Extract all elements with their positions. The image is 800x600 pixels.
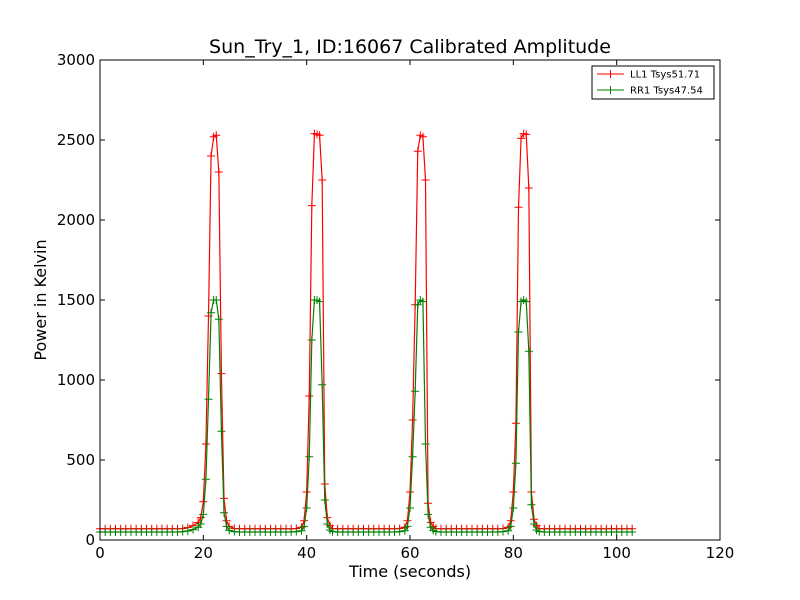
data-point — [524, 184, 533, 192]
data-point — [511, 459, 520, 468]
data-point — [511, 419, 520, 428]
data-point — [214, 315, 223, 324]
series-line — [100, 299, 633, 533]
data-point — [302, 488, 311, 496]
data-point — [214, 168, 223, 176]
data-point — [400, 526, 409, 535]
y-axis-label: Power in Kelvin — [31, 239, 50, 360]
data-point — [315, 131, 324, 140]
data-point — [217, 427, 226, 436]
data-point — [201, 440, 210, 448]
data-point — [403, 522, 412, 531]
data-point — [199, 497, 208, 506]
data-point — [408, 452, 417, 461]
data-point — [418, 132, 427, 141]
legend-marker-rr1 — [606, 86, 615, 94]
data-point — [207, 152, 216, 160]
data-point — [418, 297, 427, 306]
data-point — [499, 527, 507, 536]
series-line — [100, 132, 633, 530]
data-point — [406, 504, 414, 512]
y-tick-label: 2500 — [57, 131, 95, 149]
legend-label-ll1: LL1 Tsys51.71 — [630, 70, 700, 81]
data-point — [504, 526, 513, 535]
legend-label-rr1: RR1 Tsys47.54 — [630, 86, 703, 97]
data-point — [297, 526, 306, 535]
data-point — [305, 392, 314, 400]
data-point — [212, 296, 221, 304]
data-point — [178, 527, 187, 536]
data-point — [517, 134, 526, 143]
data-point — [424, 510, 433, 519]
data-point — [196, 520, 205, 528]
y-tick-label: 2000 — [57, 211, 95, 229]
legend-box — [591, 65, 715, 100]
series-layer — [96, 129, 637, 536]
data-point — [514, 203, 523, 212]
data-point — [207, 308, 216, 317]
legend: LL1 Tsys51.71 RR1 Tsys47.54 — [591, 65, 715, 100]
data-point — [514, 328, 523, 336]
x-tick-label: 80 — [504, 544, 523, 562]
data-point — [318, 176, 327, 184]
data-point — [307, 336, 316, 344]
x-tick-label: 100 — [602, 544, 631, 562]
data-point — [189, 525, 197, 534]
data-point — [315, 297, 324, 306]
data-point — [421, 440, 430, 448]
data-point — [522, 130, 531, 139]
data-point — [509, 488, 518, 496]
data-point — [530, 520, 538, 528]
data-point — [527, 500, 536, 509]
y-tick-label: 1500 — [57, 291, 95, 309]
data-point — [307, 201, 316, 210]
data-point — [522, 297, 531, 306]
x-tick-label: 60 — [400, 544, 419, 562]
data-point — [212, 131, 221, 140]
data-point — [220, 508, 228, 517]
axis-ticks: 0 20 40 60 80 100 120 0 500 1000 1500 2000 2500 3000 — [57, 51, 735, 562]
data-point — [199, 510, 208, 519]
data-point — [305, 452, 314, 461]
x-axis-label: Time (seconds) — [348, 562, 471, 581]
data-point — [411, 387, 420, 396]
data-point — [413, 147, 422, 156]
y-tick-label: 0 — [85, 531, 95, 549]
data-point — [395, 527, 404, 536]
data-point — [183, 527, 192, 536]
data-point — [300, 522, 309, 531]
x-tick-label: 40 — [297, 544, 316, 562]
data-point — [204, 395, 213, 404]
data-point — [201, 475, 210, 484]
series-1 — [96, 296, 637, 536]
data-point — [406, 488, 414, 496]
x-tick-label: 120 — [706, 544, 735, 562]
y-tick-label: 500 — [66, 451, 95, 469]
data-point — [524, 347, 533, 356]
data-point — [628, 528, 637, 536]
chart-title: Sun_Try_1, ID:16067 Calibrated Amplitude — [209, 36, 611, 58]
data-point — [413, 300, 422, 309]
data-point — [318, 380, 327, 389]
data-point — [506, 522, 515, 531]
y-tick-label: 3000 — [57, 51, 95, 69]
data-point — [302, 504, 311, 512]
y-tick-label: 1000 — [57, 371, 95, 389]
data-point — [408, 416, 417, 424]
data-point — [323, 520, 332, 528]
plot-frame — [99, 59, 721, 541]
data-point — [225, 526, 234, 535]
series-0 — [96, 129, 637, 533]
data-point — [292, 527, 301, 536]
data-point — [421, 176, 430, 184]
x-tick-label: 0 — [95, 544, 105, 562]
data-point — [320, 496, 329, 504]
data-point — [509, 504, 518, 512]
x-tick-label: 20 — [194, 544, 213, 562]
data-point — [217, 369, 226, 378]
legend-marker-ll1 — [606, 70, 615, 78]
